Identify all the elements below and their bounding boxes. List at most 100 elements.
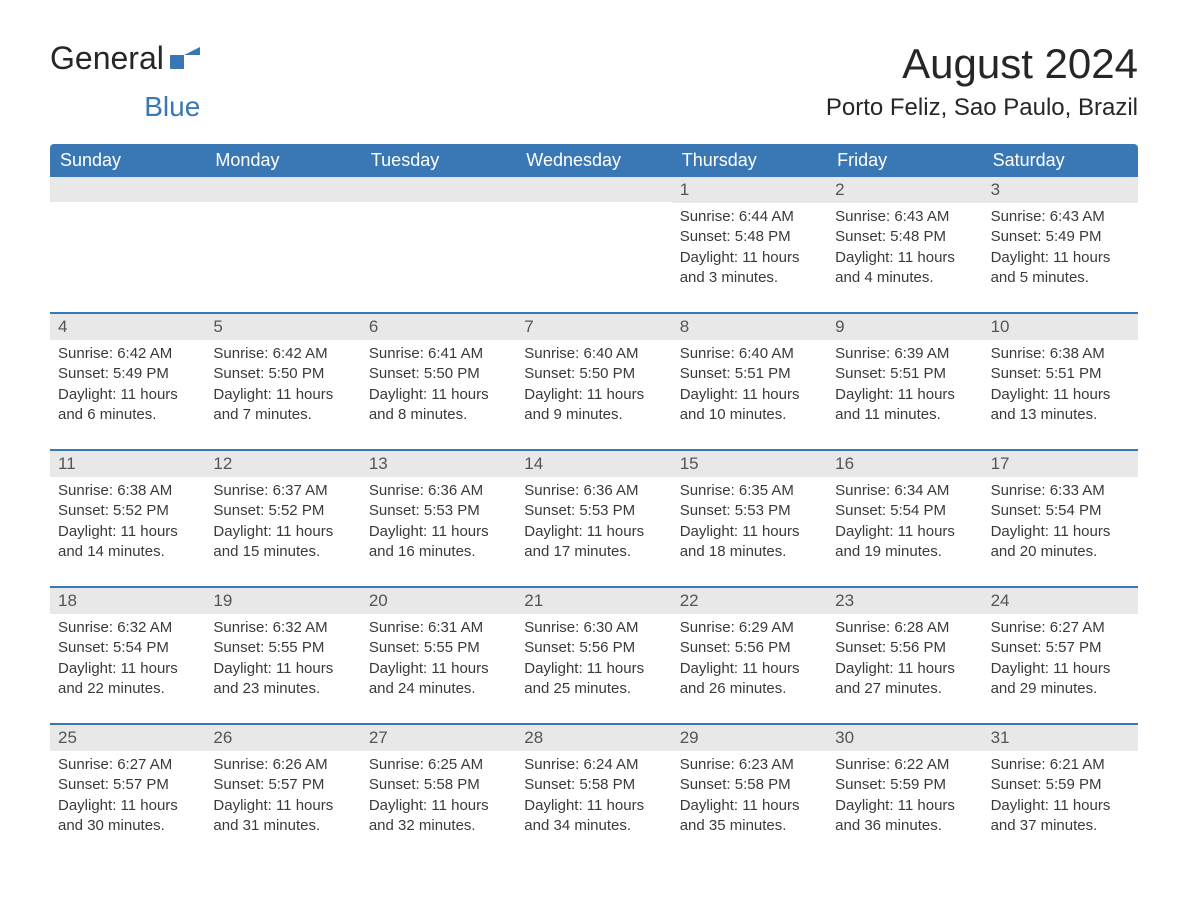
sunrise-text: Sunrise: 6:44 AM xyxy=(680,207,819,227)
day-cell: 9Sunrise: 6:39 AMSunset: 5:51 PMDaylight… xyxy=(827,314,982,433)
day-cell: 6Sunrise: 6:41 AMSunset: 5:50 PMDaylight… xyxy=(361,314,516,433)
sunrise-text: Sunrise: 6:38 AM xyxy=(991,344,1130,364)
sunset-text: Sunset: 5:57 PM xyxy=(213,775,352,795)
day-number: 25 xyxy=(50,725,205,751)
daylight-text: Daylight: 11 hours and 19 minutes. xyxy=(835,522,974,563)
daylight-text: Daylight: 11 hours and 11 minutes. xyxy=(835,385,974,426)
logo: General Blue xyxy=(50,40,200,123)
calendar: SundayMondayTuesdayWednesdayThursdayFrid… xyxy=(50,144,1138,844)
day-number: 3 xyxy=(983,177,1138,203)
day-number: 22 xyxy=(672,588,827,614)
daylight-text: Daylight: 11 hours and 30 minutes. xyxy=(58,796,197,837)
day-number: 9 xyxy=(827,314,982,340)
day-details: Sunrise: 6:36 AMSunset: 5:53 PMDaylight:… xyxy=(361,477,516,570)
day-details: Sunrise: 6:44 AMSunset: 5:48 PMDaylight:… xyxy=(672,203,827,296)
daylight-text: Daylight: 11 hours and 5 minutes. xyxy=(991,248,1130,289)
sunrise-text: Sunrise: 6:42 AM xyxy=(213,344,352,364)
location-subtitle: Porto Feliz, Sao Paulo, Brazil xyxy=(826,94,1138,122)
weekday-thursday: Thursday xyxy=(672,144,827,177)
sunset-text: Sunset: 5:56 PM xyxy=(680,638,819,658)
daylight-text: Daylight: 11 hours and 18 minutes. xyxy=(680,522,819,563)
day-details: Sunrise: 6:26 AMSunset: 5:57 PMDaylight:… xyxy=(205,751,360,844)
day-details: Sunrise: 6:29 AMSunset: 5:56 PMDaylight:… xyxy=(672,614,827,707)
day-number: 24 xyxy=(983,588,1138,614)
day-number: 23 xyxy=(827,588,982,614)
day-cell: 11Sunrise: 6:38 AMSunset: 5:52 PMDayligh… xyxy=(50,451,205,570)
sunset-text: Sunset: 5:53 PM xyxy=(680,501,819,521)
day-details: Sunrise: 6:30 AMSunset: 5:56 PMDaylight:… xyxy=(516,614,671,707)
sunrise-text: Sunrise: 6:27 AM xyxy=(58,755,197,775)
day-details: Sunrise: 6:38 AMSunset: 5:52 PMDaylight:… xyxy=(50,477,205,570)
day-details: Sunrise: 6:39 AMSunset: 5:51 PMDaylight:… xyxy=(827,340,982,433)
day-cell: 20Sunrise: 6:31 AMSunset: 5:55 PMDayligh… xyxy=(361,588,516,707)
day-cell: 26Sunrise: 6:26 AMSunset: 5:57 PMDayligh… xyxy=(205,725,360,844)
sunset-text: Sunset: 5:58 PM xyxy=(524,775,663,795)
day-number: 12 xyxy=(205,451,360,477)
day-details: Sunrise: 6:27 AMSunset: 5:57 PMDaylight:… xyxy=(983,614,1138,707)
day-number xyxy=(205,177,360,202)
day-number: 15 xyxy=(672,451,827,477)
day-cell: 18Sunrise: 6:32 AMSunset: 5:54 PMDayligh… xyxy=(50,588,205,707)
day-details: Sunrise: 6:24 AMSunset: 5:58 PMDaylight:… xyxy=(516,751,671,844)
day-number xyxy=(516,177,671,202)
daylight-text: Daylight: 11 hours and 15 minutes. xyxy=(213,522,352,563)
day-number: 13 xyxy=(361,451,516,477)
daylight-text: Daylight: 11 hours and 14 minutes. xyxy=(58,522,197,563)
daylight-text: Daylight: 11 hours and 8 minutes. xyxy=(369,385,508,426)
logo-text-general: General xyxy=(50,40,164,76)
day-cell-empty xyxy=(361,177,516,296)
sunset-text: Sunset: 5:57 PM xyxy=(58,775,197,795)
daylight-text: Daylight: 11 hours and 10 minutes. xyxy=(680,385,819,426)
sunrise-text: Sunrise: 6:22 AM xyxy=(835,755,974,775)
day-number: 14 xyxy=(516,451,671,477)
sunrise-text: Sunrise: 6:43 AM xyxy=(835,207,974,227)
sunrise-text: Sunrise: 6:36 AM xyxy=(369,481,508,501)
daylight-text: Daylight: 11 hours and 16 minutes. xyxy=(369,522,508,563)
day-cell: 23Sunrise: 6:28 AMSunset: 5:56 PMDayligh… xyxy=(827,588,982,707)
sunrise-text: Sunrise: 6:42 AM xyxy=(58,344,197,364)
week-row: 18Sunrise: 6:32 AMSunset: 5:54 PMDayligh… xyxy=(50,586,1138,707)
daylight-text: Daylight: 11 hours and 27 minutes. xyxy=(835,659,974,700)
logo-text-blue: Blue xyxy=(48,91,200,123)
sunrise-text: Sunrise: 6:33 AM xyxy=(991,481,1130,501)
day-cell: 8Sunrise: 6:40 AMSunset: 5:51 PMDaylight… xyxy=(672,314,827,433)
day-cell: 19Sunrise: 6:32 AMSunset: 5:55 PMDayligh… xyxy=(205,588,360,707)
day-cell: 30Sunrise: 6:22 AMSunset: 5:59 PMDayligh… xyxy=(827,725,982,844)
day-cell: 2Sunrise: 6:43 AMSunset: 5:48 PMDaylight… xyxy=(827,177,982,296)
day-details: Sunrise: 6:32 AMSunset: 5:54 PMDaylight:… xyxy=(50,614,205,707)
day-details: Sunrise: 6:40 AMSunset: 5:51 PMDaylight:… xyxy=(672,340,827,433)
sunrise-text: Sunrise: 6:29 AM xyxy=(680,618,819,638)
sunrise-text: Sunrise: 6:26 AM xyxy=(213,755,352,775)
daylight-text: Daylight: 11 hours and 13 minutes. xyxy=(991,385,1130,426)
sunset-text: Sunset: 5:51 PM xyxy=(991,364,1130,384)
month-title: August 2024 xyxy=(826,40,1138,88)
day-number: 2 xyxy=(827,177,982,203)
sunset-text: Sunset: 5:51 PM xyxy=(835,364,974,384)
day-details: Sunrise: 6:23 AMSunset: 5:58 PMDaylight:… xyxy=(672,751,827,844)
day-details: Sunrise: 6:34 AMSunset: 5:54 PMDaylight:… xyxy=(827,477,982,570)
day-cell: 28Sunrise: 6:24 AMSunset: 5:58 PMDayligh… xyxy=(516,725,671,844)
day-number: 27 xyxy=(361,725,516,751)
sunrise-text: Sunrise: 6:37 AM xyxy=(213,481,352,501)
sunset-text: Sunset: 5:48 PM xyxy=(835,227,974,247)
day-number: 16 xyxy=(827,451,982,477)
day-details: Sunrise: 6:43 AMSunset: 5:48 PMDaylight:… xyxy=(827,203,982,296)
sunset-text: Sunset: 5:50 PM xyxy=(369,364,508,384)
day-number xyxy=(361,177,516,202)
daylight-text: Daylight: 11 hours and 9 minutes. xyxy=(524,385,663,426)
sunset-text: Sunset: 5:51 PM xyxy=(680,364,819,384)
weekday-header-row: SundayMondayTuesdayWednesdayThursdayFrid… xyxy=(50,144,1138,177)
sunrise-text: Sunrise: 6:40 AM xyxy=(680,344,819,364)
day-cell: 14Sunrise: 6:36 AMSunset: 5:53 PMDayligh… xyxy=(516,451,671,570)
weekday-monday: Monday xyxy=(205,144,360,177)
daylight-text: Daylight: 11 hours and 34 minutes. xyxy=(524,796,663,837)
week-row: 4Sunrise: 6:42 AMSunset: 5:49 PMDaylight… xyxy=(50,312,1138,433)
daylight-text: Daylight: 11 hours and 3 minutes. xyxy=(680,248,819,289)
daylight-text: Daylight: 11 hours and 25 minutes. xyxy=(524,659,663,700)
sunset-text: Sunset: 5:57 PM xyxy=(991,638,1130,658)
day-details: Sunrise: 6:42 AMSunset: 5:49 PMDaylight:… xyxy=(50,340,205,433)
day-details: Sunrise: 6:37 AMSunset: 5:52 PMDaylight:… xyxy=(205,477,360,570)
day-cell-empty xyxy=(205,177,360,296)
sunrise-text: Sunrise: 6:43 AM xyxy=(991,207,1130,227)
day-number xyxy=(50,177,205,202)
